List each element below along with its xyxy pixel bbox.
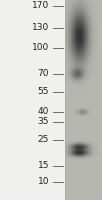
Text: 70: 70 [37,70,49,78]
Text: 170: 170 [32,1,49,10]
Text: 25: 25 [38,136,49,144]
Text: 10: 10 [37,178,49,186]
Text: 40: 40 [38,108,49,116]
Text: 15: 15 [37,162,49,170]
Text: 55: 55 [37,88,49,97]
Text: 35: 35 [37,117,49,127]
FancyBboxPatch shape [0,0,65,200]
FancyBboxPatch shape [65,0,102,200]
FancyBboxPatch shape [0,0,65,200]
Text: 130: 130 [32,23,49,32]
Text: 100: 100 [32,44,49,52]
